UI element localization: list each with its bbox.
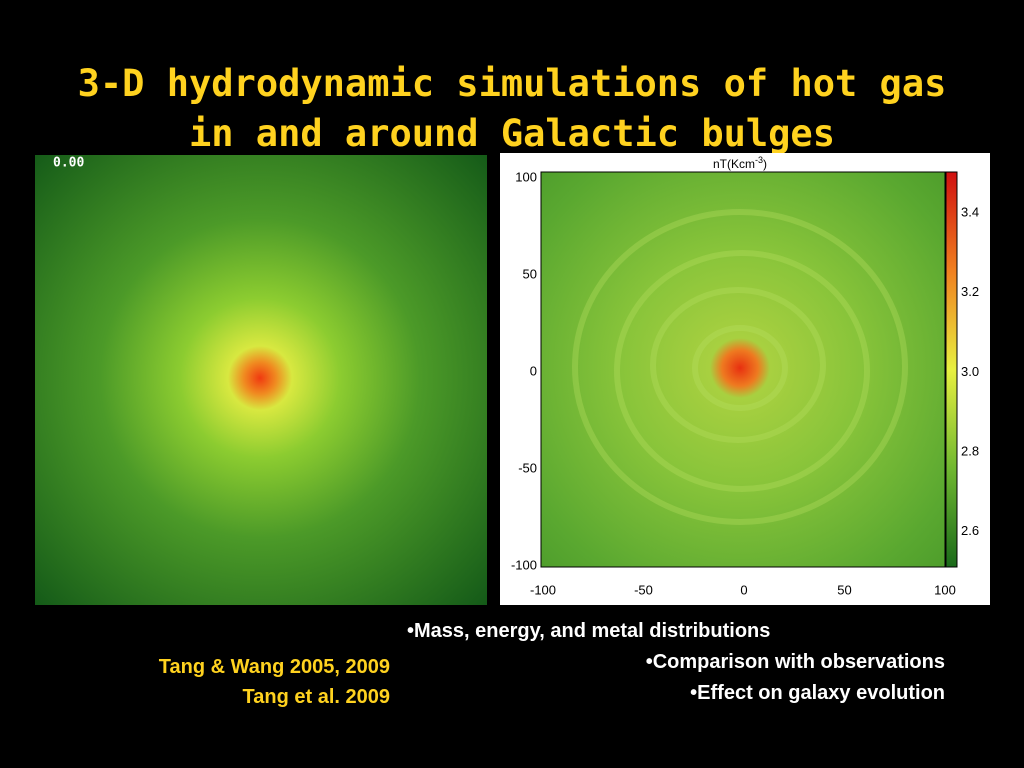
y-tick-label: -50	[518, 460, 537, 475]
left-simulation-image: 0.00	[35, 155, 487, 605]
colorbar-label-sup: -3	[755, 155, 763, 165]
right-simulation-plot: nT(Kcm-3) -100 -50 0 50 100 100 50 0 -50 -100 3.4 3…	[500, 153, 990, 605]
x-tick-label: 100	[934, 582, 956, 597]
reference: Tang & Wang 2005, 2009	[158, 656, 390, 678]
title-line: in and around Galactic bulges	[188, 112, 835, 155]
colorbar	[945, 171, 958, 568]
colorbar-label-text: nT(Kcm	[713, 157, 755, 171]
bullet: •Mass, energy, and metal distributions	[407, 620, 771, 642]
simulation-field	[35, 155, 487, 605]
colorbar-tick-label: 3.4	[961, 204, 979, 219]
x-tick-label: 50	[837, 582, 851, 597]
x-tick-label: -50	[634, 582, 653, 597]
y-tick-label: 50	[523, 266, 537, 281]
y-tick-label: 100	[515, 169, 537, 184]
y-tick-label: 0	[530, 363, 537, 378]
y-tick-label: -100	[511, 557, 537, 572]
colorbar-tick-label: 2.6	[961, 523, 979, 538]
colorbar-label-end: )	[763, 157, 767, 171]
shock-rings	[572, 209, 908, 525]
bullet: •Comparison with observations	[645, 651, 945, 673]
x-tick-label: 0	[740, 582, 747, 597]
title-line: 3-D hydrodynamic simulations of hot gas	[77, 62, 947, 105]
plot-frame	[540, 171, 946, 568]
colorbar-tick-label: 3.0	[961, 364, 979, 379]
simulation-field	[541, 172, 945, 567]
colorbar-tick-label: 3.2	[961, 284, 979, 299]
reference: Tang et al. 2009	[242, 686, 390, 708]
colorbar-tick-label: 2.8	[961, 444, 979, 459]
bullet: •Effect on galaxy evolution	[690, 682, 945, 704]
x-tick-label: -100	[530, 582, 556, 597]
colorbar-label: nT(Kcm-3)	[713, 155, 767, 171]
time-label: 0.00	[53, 156, 84, 171]
